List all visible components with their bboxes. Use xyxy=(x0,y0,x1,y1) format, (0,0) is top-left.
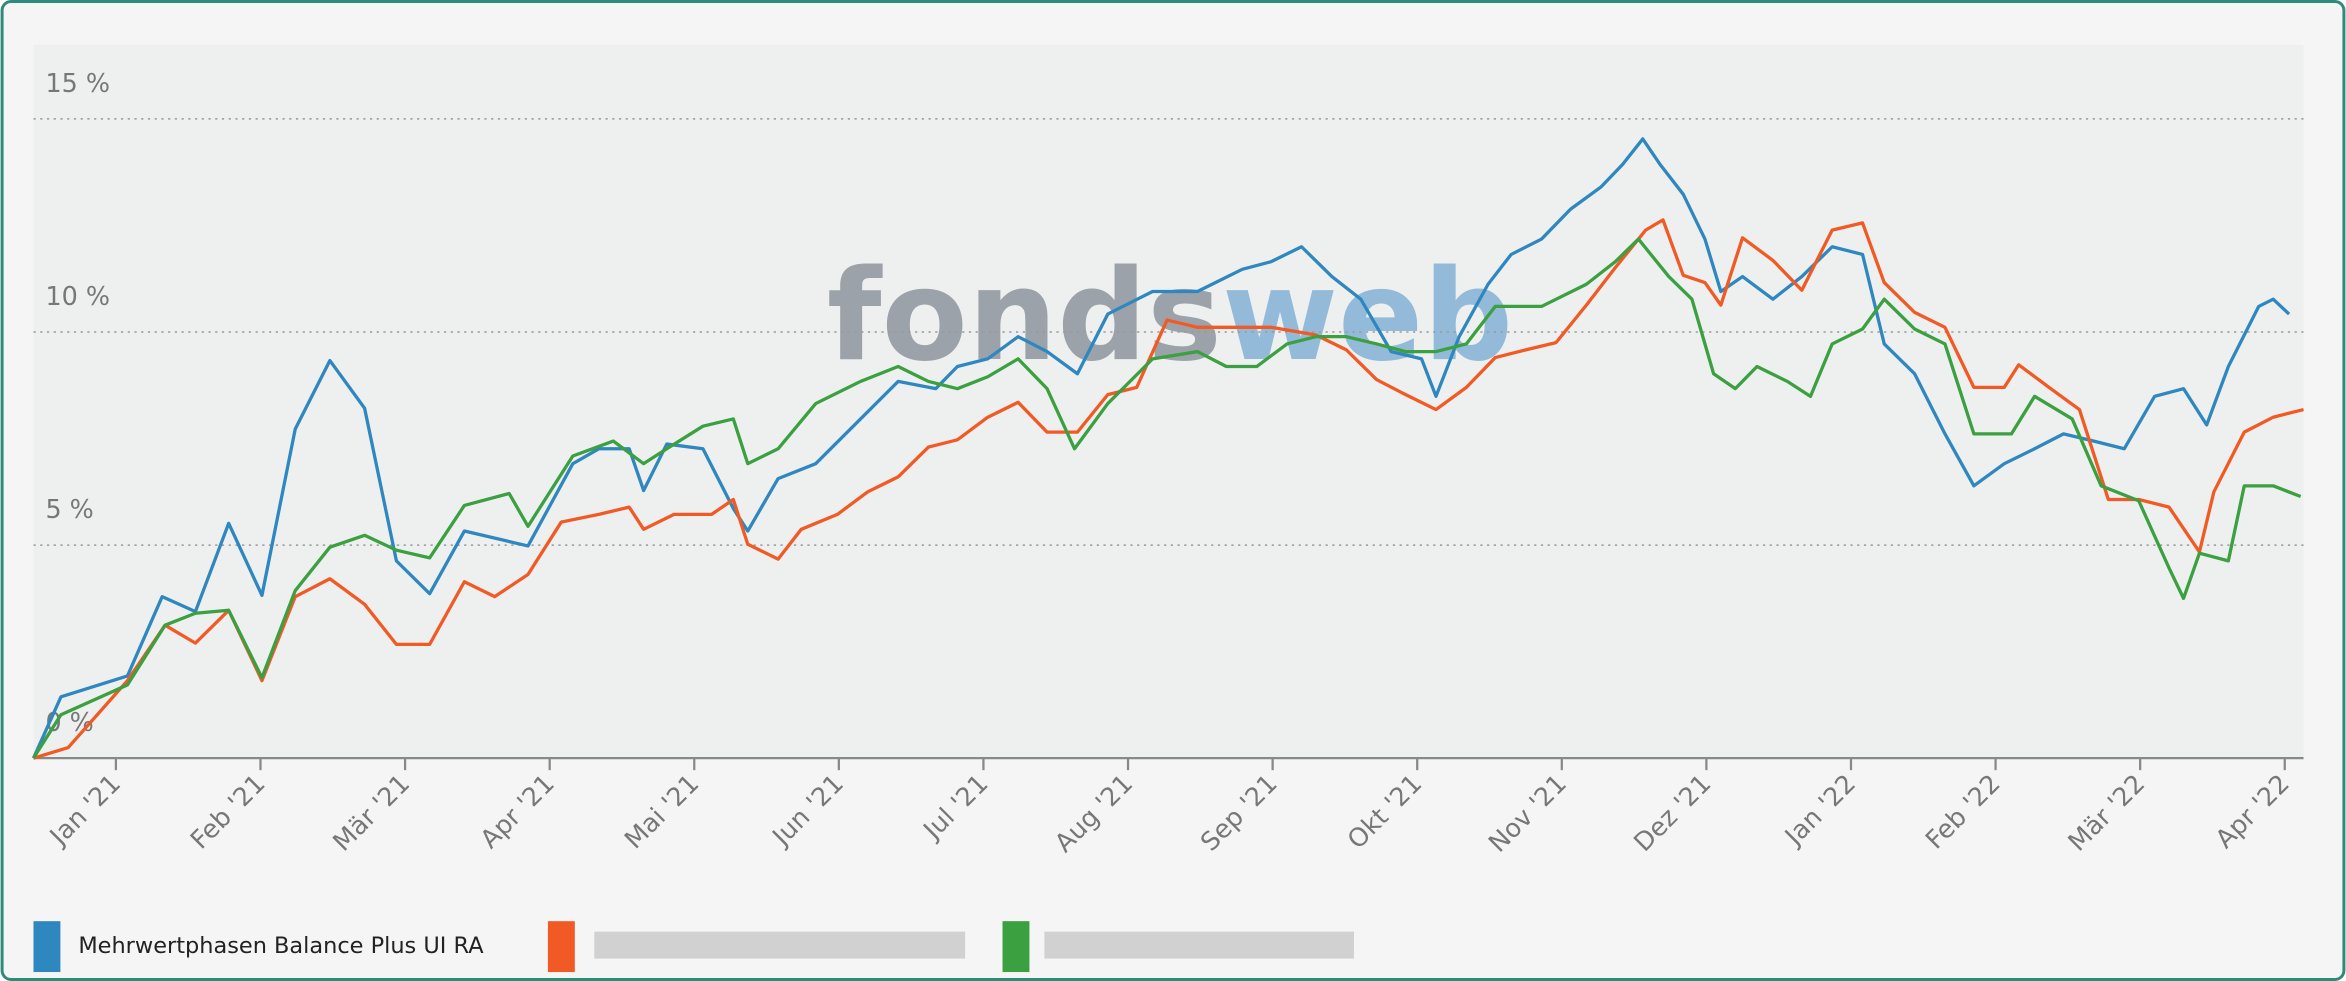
y-tick-label: 5 % xyxy=(45,494,93,524)
series-line xyxy=(33,218,2304,760)
legend-label: Mehrwertphasen Balance Plus UI RA xyxy=(78,933,484,959)
blurred-label xyxy=(1044,931,1354,959)
watermark-part: web xyxy=(1222,242,1513,389)
plot-area xyxy=(33,44,2304,759)
legend-swatch xyxy=(33,921,61,973)
series-line xyxy=(32,237,2302,760)
blurred-label xyxy=(594,931,966,959)
y-tick-label: 15 % xyxy=(45,68,110,98)
legend-swatch xyxy=(1002,921,1030,973)
legend: Mehrwertphasen Balance Plus UI RA xyxy=(33,921,1354,973)
watermark: fondsweb xyxy=(827,242,1513,389)
legend-swatch xyxy=(547,921,575,973)
y-tick-label: 10 % xyxy=(45,281,110,311)
series-line xyxy=(31,137,2291,759)
